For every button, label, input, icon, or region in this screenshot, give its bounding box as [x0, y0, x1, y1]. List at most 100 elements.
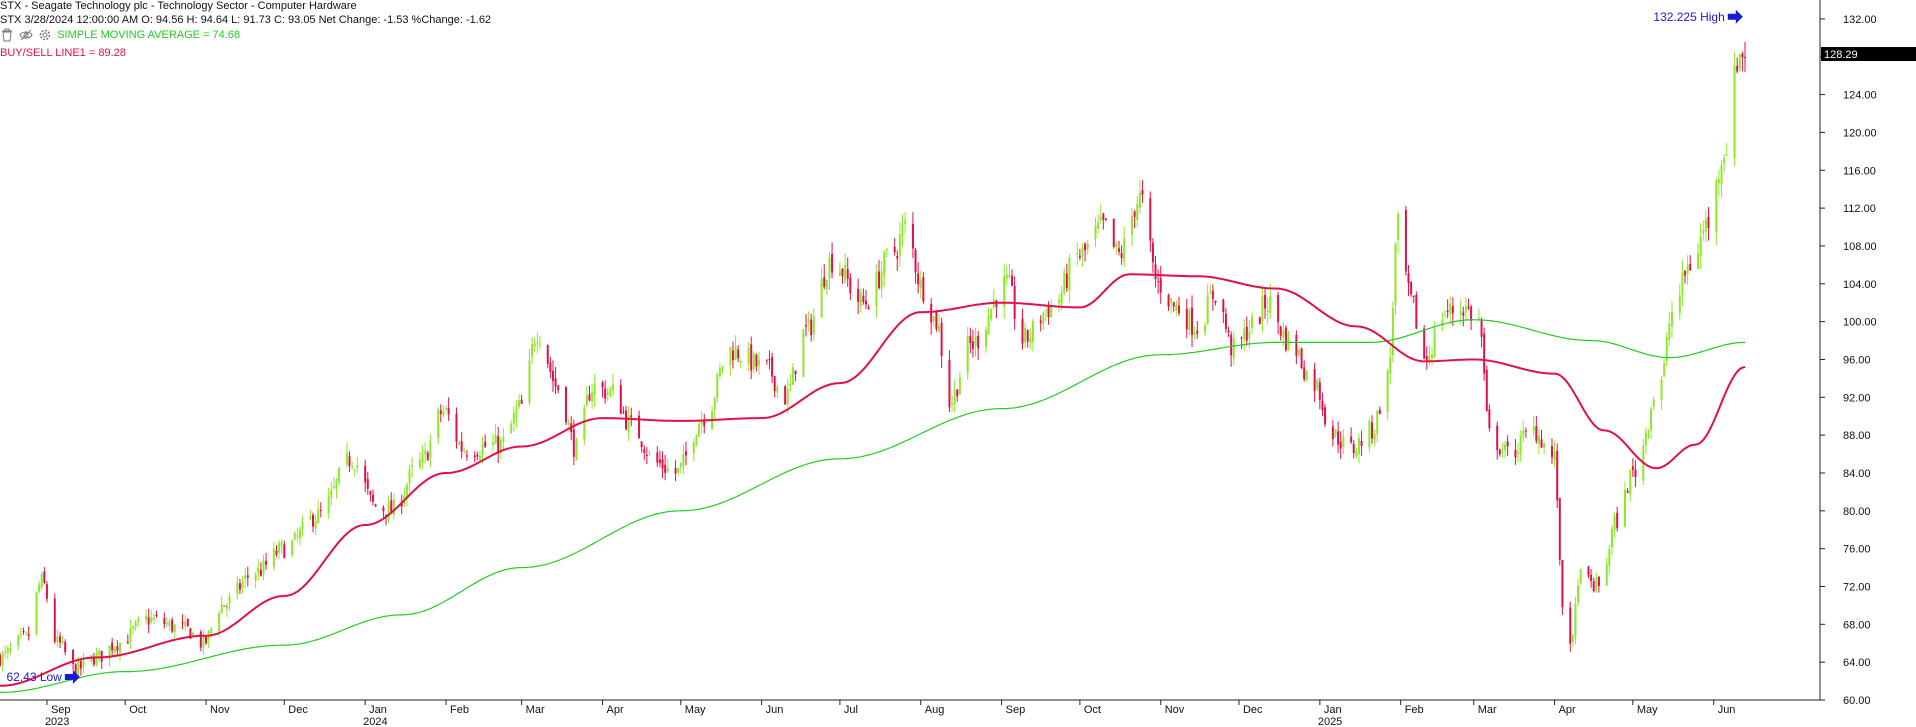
- price-tick-label: 88.00: [1843, 430, 1871, 442]
- candle: [768, 350, 771, 370]
- current-price-tag: 128.29: [1821, 47, 1916, 62]
- candle: [1214, 300, 1217, 306]
- candle: [551, 360, 554, 393]
- month-label: Jun: [766, 704, 784, 716]
- candle: [859, 288, 862, 313]
- candle: [1008, 263, 1011, 279]
- candle: [841, 267, 844, 284]
- candle: [1678, 283, 1681, 321]
- price-tick-label: 92.00: [1843, 392, 1871, 404]
- candle: [713, 396, 716, 421]
- candle: [210, 626, 213, 639]
- candle: [538, 335, 541, 350]
- candle: [1321, 392, 1324, 417]
- candle: [1556, 443, 1559, 509]
- indicator-toolbar: SIMPLE MOVING AVERAGE = 74.68: [0, 28, 240, 42]
- candle: [1467, 298, 1470, 311]
- candle: [1324, 403, 1327, 428]
- candle: [956, 388, 959, 402]
- candle: [656, 446, 659, 467]
- price-tick-label: 132.00: [1843, 14, 1877, 26]
- candle: [919, 270, 922, 299]
- candle: [61, 635, 64, 646]
- month-label: Jan: [1324, 704, 1342, 716]
- month-label: Jan: [369, 704, 387, 716]
- candle: [1245, 316, 1248, 346]
- candle: [1629, 469, 1632, 502]
- candle: [278, 539, 281, 559]
- candle: [1099, 204, 1102, 224]
- candle: [575, 437, 578, 461]
- eye-icon[interactable]: [19, 28, 33, 42]
- candle: [314, 514, 317, 535]
- candle: [25, 631, 28, 636]
- candle: [1279, 325, 1282, 341]
- current-price-label: 128.29: [1824, 49, 1858, 61]
- candle: [1193, 326, 1196, 341]
- candle: [1506, 435, 1509, 456]
- candle: [958, 371, 961, 395]
- candle: [1097, 214, 1100, 234]
- month-label: Oct: [129, 704, 146, 716]
- candle: [1141, 180, 1144, 203]
- sma-indicator-label[interactable]: SIMPLE MOVING AVERAGE = 74.68: [57, 28, 241, 41]
- candle: [1138, 180, 1141, 214]
- candle: [1031, 318, 1034, 352]
- candle: [823, 264, 826, 290]
- candle: [1660, 375, 1663, 410]
- candle: [549, 356, 552, 379]
- candle: [1738, 53, 1741, 72]
- candle: [930, 298, 933, 335]
- candle: [155, 610, 158, 618]
- candle: [1430, 347, 1433, 366]
- candle: [1451, 297, 1454, 326]
- candle: [971, 329, 974, 358]
- candle: [1177, 296, 1180, 317]
- candle: [332, 477, 335, 490]
- candle: [165, 616, 168, 628]
- price-tick-label: 96.00: [1843, 354, 1871, 366]
- candle: [857, 278, 860, 315]
- candle: [820, 267, 823, 318]
- candle: [747, 341, 750, 372]
- candle: [1587, 565, 1590, 579]
- trash-icon[interactable]: [0, 28, 14, 42]
- candle: [228, 592, 231, 611]
- candle: [1428, 345, 1431, 366]
- gear-icon[interactable]: [38, 28, 52, 42]
- candle: [1391, 301, 1394, 363]
- candle: [1558, 497, 1561, 566]
- candle: [111, 637, 114, 657]
- price-axis[interactable]: 132.00128.00124.00120.00116.00112.00108.…: [1820, 14, 1877, 707]
- candle: [1342, 429, 1345, 455]
- candle: [1571, 634, 1574, 648]
- candle: [1540, 429, 1543, 448]
- candle: [319, 502, 322, 518]
- candle: [638, 410, 641, 439]
- candle: [1305, 369, 1308, 382]
- price-tick-label: 72.00: [1843, 581, 1871, 593]
- candle: [1464, 297, 1467, 321]
- candle: [236, 576, 239, 600]
- buy-sell-indicator-label[interactable]: BUY/SELL LINE1 = 89.28: [0, 47, 126, 59]
- candle: [439, 404, 442, 423]
- candle: [1663, 358, 1666, 378]
- candle: [1519, 430, 1522, 463]
- candle: [1407, 265, 1410, 296]
- candle: [1039, 315, 1042, 332]
- candle: [400, 494, 403, 515]
- year-label: 2023: [45, 716, 69, 727]
- year-label: 2024: [363, 716, 387, 727]
- candle: [1574, 596, 1577, 645]
- candle: [731, 341, 734, 369]
- candle: [1300, 347, 1303, 370]
- candle: [604, 380, 607, 404]
- candle: [465, 450, 468, 461]
- candle: [1577, 578, 1580, 607]
- candle: [1222, 298, 1225, 324]
- candle: [880, 261, 883, 298]
- candle: [703, 413, 706, 434]
- candle: [392, 493, 395, 520]
